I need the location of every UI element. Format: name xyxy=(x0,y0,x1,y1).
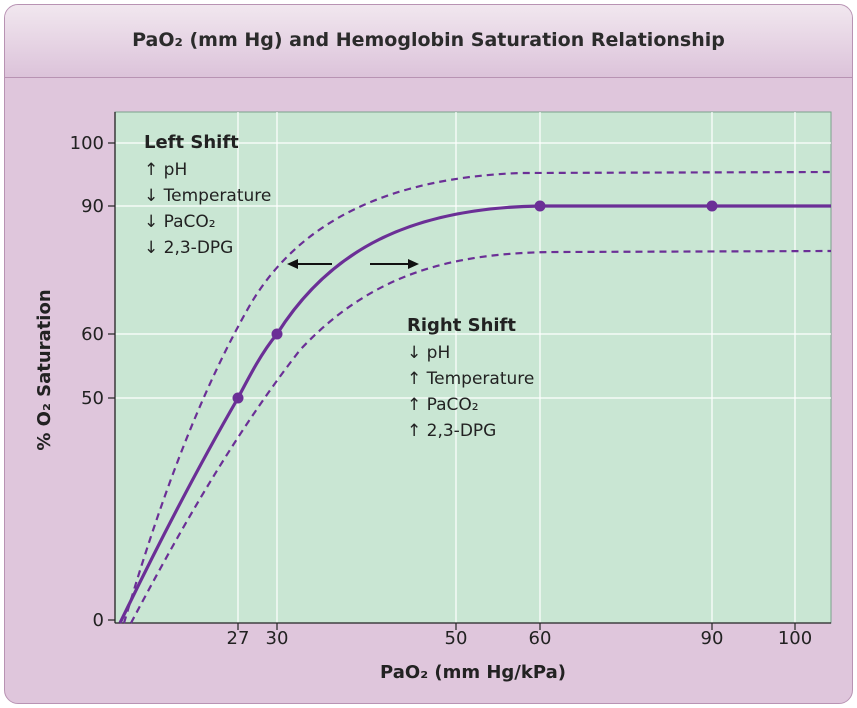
x-tick-label: 100 xyxy=(778,628,812,649)
left-shift-item: ↓ 2,3-DPG xyxy=(144,238,233,258)
y-axis-label: % O₂ Saturation xyxy=(34,289,55,450)
x-tick-label: 30 xyxy=(266,628,289,649)
y-tick-label: 0 xyxy=(93,610,104,631)
main-curve xyxy=(118,204,831,624)
left-shift-item: ↓ PaCO₂ xyxy=(144,212,216,232)
x-tick-label: 90 xyxy=(701,628,724,649)
left-shift-curve xyxy=(122,170,832,624)
right-shift-item: ↑ 2,3-DPG xyxy=(407,421,496,441)
left-shift-item: ↑ pH xyxy=(144,160,187,180)
y-tick-label: 100 xyxy=(70,133,104,154)
right-shift-item: ↑ Temperature xyxy=(407,369,534,389)
x-axis-label: PaO₂ (mm Hg/kPa) xyxy=(380,662,566,683)
right-shift-curve xyxy=(130,249,832,624)
title-bar: PaO₂ (mm Hg) and Hemoglobin Saturation R… xyxy=(5,5,852,78)
left-shift-item: ↓ Temperature xyxy=(144,186,271,206)
right-shift-item: ↓ pH xyxy=(407,343,450,363)
data-point xyxy=(706,200,718,212)
left-arrow-head xyxy=(287,259,298,269)
y-tick-label: 90 xyxy=(81,196,104,217)
x-tick-label: 27 xyxy=(227,628,250,649)
y-tick-label: 50 xyxy=(81,388,104,409)
x-tick-label: 60 xyxy=(529,628,552,649)
right-shift-title: Right Shift xyxy=(407,315,516,336)
right-arrow-head xyxy=(408,259,419,269)
x-tick-label: 50 xyxy=(445,628,468,649)
data-point xyxy=(271,328,283,340)
left-shift-title: Left Shift xyxy=(144,132,239,153)
data-point xyxy=(232,392,244,404)
y-tick-label: 60 xyxy=(81,324,104,345)
data-point xyxy=(534,200,546,212)
right-shift-item: ↑ PaCO₂ xyxy=(407,395,479,415)
chart-title: PaO₂ (mm Hg) and Hemoglobin Saturation R… xyxy=(132,29,725,51)
